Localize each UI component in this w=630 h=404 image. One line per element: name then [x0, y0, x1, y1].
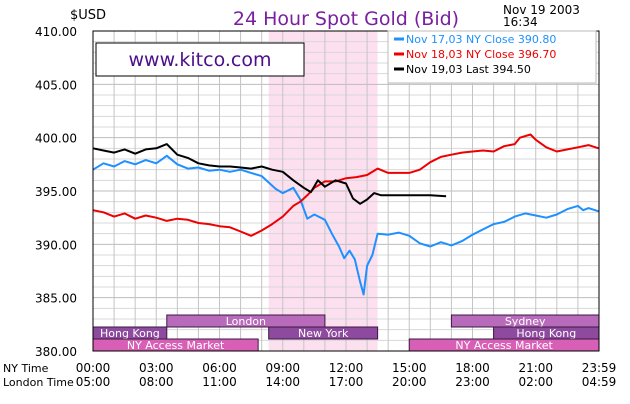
y-tick-label: 390.00 — [35, 238, 77, 252]
x-tick-label-london: 04:59 — [582, 375, 617, 389]
x-tick-label-ny: 03:00 — [139, 361, 174, 375]
legend-entry: Nov 18,03 NY Close 396.70 — [406, 48, 556, 61]
plot-frame — [92, 30, 600, 352]
x-tick-label-london: 20:00 — [392, 375, 427, 389]
x-tick-label-ny: 12:00 — [329, 361, 364, 375]
watermark-text: www.kitco.com — [128, 49, 271, 71]
x-tick-label-london: 05:00 — [76, 375, 111, 389]
session-bar — [268, 326, 379, 340]
legend-entry: Nov 19,03 Last 394.50 — [406, 63, 531, 76]
y-tick-label: 410.00 — [35, 25, 77, 39]
session-label: Hong Kong — [516, 327, 576, 340]
series-line — [92, 133, 599, 237]
currency-label: $USD — [70, 8, 106, 23]
series-line — [92, 154, 599, 296]
x-tick-label-london: 17:00 — [329, 375, 364, 389]
session-label: London — [226, 315, 266, 328]
x-tick-label-london: 08:00 — [139, 375, 174, 389]
watermark-box — [95, 42, 305, 77]
legend-entry: Nov 17,03 NY Close 390.80 — [406, 33, 556, 46]
x-tick-label-ny: 00:00 — [76, 361, 111, 375]
legend-box — [387, 30, 597, 84]
session-label: NY Access Market — [127, 339, 225, 352]
session-bar — [166, 314, 326, 328]
x-tick-label-ny: 18:00 — [455, 361, 490, 375]
plot-frame-layer — [92, 30, 600, 352]
y-tick-label: 405.00 — [35, 78, 77, 92]
session-label: Sydney — [505, 315, 546, 328]
y-tick-label: 380.00 — [35, 345, 77, 359]
x-tick-label-ny: 06:00 — [202, 361, 237, 375]
x-tick-label-london: 11:00 — [202, 375, 237, 389]
legend: Nov 17,03 NY Close 390.80 Nov 18,03 NY Cl… — [394, 33, 556, 76]
y-tick-label: 395.00 — [35, 185, 77, 199]
x-tick-label-ny: 21:00 — [518, 361, 553, 375]
session-label: New York — [298, 327, 349, 340]
session-label: NY Access Market — [455, 339, 553, 352]
x-tick-label-ny: 15:00 — [392, 361, 427, 375]
series-layer — [92, 133, 599, 296]
ny-time-axis-label: NY Time — [3, 362, 49, 375]
x-tick-label-london: 23:00 — [455, 375, 490, 389]
session-label: Hong Kong — [100, 327, 160, 340]
x-tick-label-ny: 23:59 — [582, 361, 617, 375]
y-tick-label: 385.00 — [35, 292, 77, 306]
london-time-axis-label: London Time — [3, 376, 74, 389]
x-tick-label-london: 14:00 — [265, 375, 300, 389]
chart-title: 24 Hour Spot Gold (Bid) — [233, 8, 459, 30]
chart-date: Nov 19 2003 — [503, 3, 580, 17]
chart-time: 16:34 — [503, 15, 538, 29]
x-tick-label-ny: 09:00 — [265, 361, 300, 375]
axis-layer: 410.00 405.00 400.00 395.00 390.00 385.00 380.… — [35, 25, 616, 389]
y-tick-label: 400.00 — [35, 132, 77, 146]
x-tick-label-london: 02:00 — [518, 375, 553, 389]
series-line — [92, 143, 447, 205]
